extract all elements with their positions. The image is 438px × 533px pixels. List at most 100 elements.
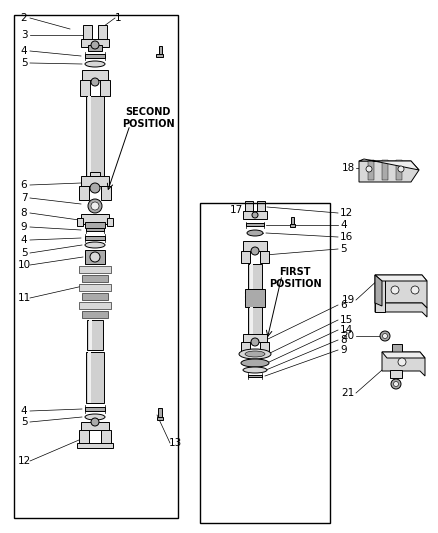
Ellipse shape: [85, 242, 105, 248]
Bar: [85, 54, 105, 58]
Text: SECOND
POSITION: SECOND POSITION: [122, 107, 174, 129]
Bar: [390, 370, 402, 378]
Bar: [368, 160, 374, 180]
Bar: [159, 46, 162, 54]
Bar: [260, 342, 269, 352]
Text: 12: 12: [18, 456, 31, 466]
Bar: [248, 375, 262, 377]
Bar: [382, 160, 388, 180]
Bar: [79, 284, 111, 291]
Bar: [250, 307, 253, 337]
Bar: [375, 275, 385, 312]
Bar: [88, 352, 91, 403]
Polygon shape: [382, 352, 425, 358]
Text: 1: 1: [115, 13, 121, 23]
Circle shape: [252, 212, 258, 218]
Text: 12: 12: [340, 208, 353, 218]
Text: 4: 4: [21, 406, 27, 416]
Bar: [246, 223, 264, 226]
Bar: [248, 264, 262, 289]
Bar: [81, 39, 109, 47]
Bar: [88, 45, 102, 51]
Text: 5: 5: [21, 58, 27, 68]
Polygon shape: [375, 275, 427, 308]
Text: 11: 11: [18, 293, 31, 303]
Bar: [243, 334, 267, 342]
Circle shape: [91, 78, 99, 86]
Text: 14: 14: [340, 325, 353, 335]
Bar: [86, 352, 104, 403]
Bar: [248, 307, 262, 337]
Circle shape: [88, 199, 102, 213]
Bar: [260, 251, 269, 263]
Circle shape: [91, 41, 99, 49]
Bar: [100, 80, 110, 96]
Circle shape: [90, 183, 100, 193]
Polygon shape: [375, 303, 427, 317]
Bar: [86, 228, 104, 231]
Bar: [81, 176, 109, 186]
Bar: [392, 344, 402, 352]
Bar: [14, 15, 178, 518]
Bar: [79, 302, 111, 309]
Ellipse shape: [243, 367, 267, 373]
Bar: [290, 224, 295, 227]
Text: 5: 5: [21, 417, 27, 427]
Bar: [89, 320, 92, 350]
Bar: [77, 218, 83, 226]
Text: FIRST
POSITION: FIRST POSITION: [268, 267, 321, 289]
Bar: [85, 250, 105, 264]
Text: 8: 8: [340, 335, 346, 345]
Circle shape: [251, 338, 259, 346]
Polygon shape: [359, 159, 419, 170]
Circle shape: [398, 166, 404, 172]
Bar: [241, 251, 250, 263]
Polygon shape: [382, 352, 425, 376]
Polygon shape: [375, 275, 382, 306]
Bar: [241, 342, 250, 352]
Text: 19: 19: [341, 295, 355, 305]
Text: 4: 4: [21, 235, 27, 245]
Ellipse shape: [241, 359, 269, 367]
Text: 7: 7: [21, 193, 27, 203]
Bar: [158, 408, 162, 417]
Bar: [98, 25, 107, 41]
Circle shape: [366, 166, 372, 172]
Bar: [88, 96, 91, 183]
Circle shape: [380, 331, 390, 341]
Text: 4: 4: [21, 46, 27, 56]
Circle shape: [251, 247, 259, 255]
Bar: [157, 417, 163, 420]
Bar: [291, 217, 294, 224]
Bar: [80, 80, 90, 96]
Text: 21: 21: [341, 388, 355, 398]
Text: 10: 10: [18, 260, 31, 270]
Bar: [101, 430, 111, 444]
Bar: [396, 160, 402, 180]
Text: 16: 16: [340, 232, 353, 242]
Bar: [156, 54, 163, 57]
Bar: [83, 25, 92, 41]
Text: 18: 18: [341, 163, 355, 173]
Bar: [87, 320, 103, 350]
Bar: [85, 236, 105, 240]
Bar: [200, 203, 330, 523]
Bar: [82, 311, 108, 318]
Text: 9: 9: [21, 222, 27, 232]
Ellipse shape: [239, 349, 271, 359]
Text: 4: 4: [340, 220, 346, 230]
Bar: [90, 172, 100, 176]
Bar: [86, 96, 104, 183]
Bar: [101, 186, 111, 200]
Ellipse shape: [245, 351, 265, 357]
Circle shape: [393, 382, 399, 386]
Circle shape: [398, 358, 406, 366]
Bar: [81, 422, 109, 430]
Bar: [82, 293, 108, 300]
Bar: [243, 211, 267, 219]
Bar: [79, 430, 89, 444]
Ellipse shape: [85, 61, 105, 67]
Bar: [85, 407, 105, 411]
Text: 20: 20: [342, 331, 355, 341]
Circle shape: [391, 379, 401, 389]
